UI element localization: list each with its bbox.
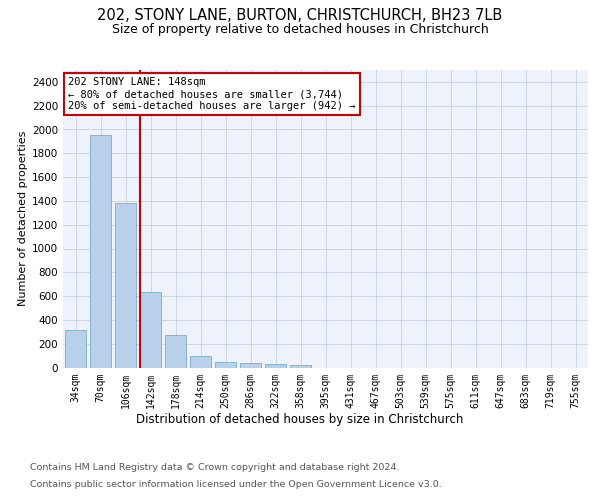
Text: Size of property relative to detached houses in Christchurch: Size of property relative to detached ho… — [112, 22, 488, 36]
Bar — [290, 365, 311, 368]
Bar — [90, 136, 111, 368]
Bar — [265, 364, 286, 368]
Bar — [240, 362, 261, 368]
Text: 202, STONY LANE, BURTON, CHRISTCHURCH, BH23 7LB: 202, STONY LANE, BURTON, CHRISTCHURCH, B… — [97, 8, 503, 22]
Bar — [140, 292, 161, 368]
Text: Contains HM Land Registry data © Crown copyright and database right 2024.: Contains HM Land Registry data © Crown c… — [30, 462, 400, 471]
Bar — [65, 330, 86, 368]
Text: 202 STONY LANE: 148sqm
← 80% of detached houses are smaller (3,744)
20% of semi-: 202 STONY LANE: 148sqm ← 80% of detached… — [68, 78, 356, 110]
Text: Distribution of detached houses by size in Christchurch: Distribution of detached houses by size … — [136, 412, 464, 426]
Bar — [215, 362, 236, 368]
Bar — [115, 204, 136, 368]
Y-axis label: Number of detached properties: Number of detached properties — [18, 131, 28, 306]
Bar — [165, 336, 186, 368]
Bar — [190, 356, 211, 368]
Text: Contains public sector information licensed under the Open Government Licence v3: Contains public sector information licen… — [30, 480, 442, 489]
